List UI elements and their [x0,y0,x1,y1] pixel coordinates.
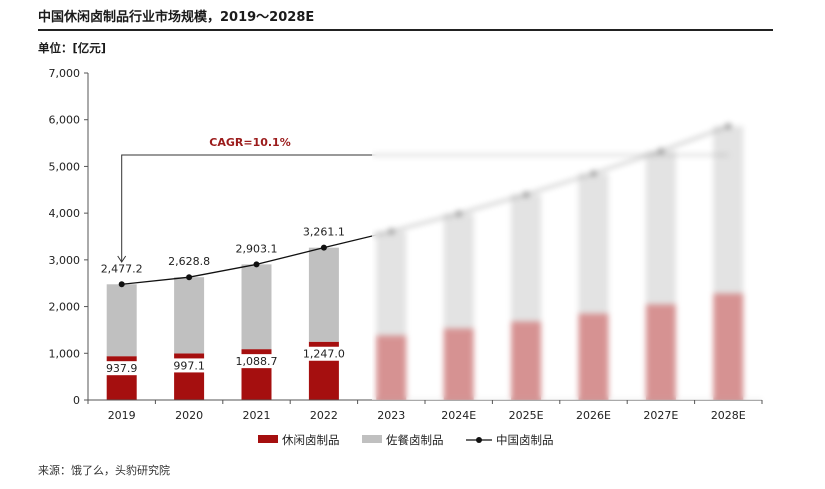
total-value-label: 2,903.1 [236,242,278,255]
bar-catering [308,247,339,342]
label-backdrop [97,361,146,376]
legend-swatch-leisure [258,435,278,443]
y-tick-label: 6,000 [49,114,81,127]
y-tick-label: 7,000 [49,67,81,80]
total-value-label: 3,261.1 [303,226,345,239]
x-axis: 2019 2020 2021 2022 2023 2024E 2025E 2026E 2027E… [87,399,763,422]
legend-label-leisure: 休闲卤制品 [282,433,340,447]
x-tick-label: 2020 [175,409,203,422]
x-tick-label: 2019 [108,409,136,422]
x-tick-label: 2023 [377,409,405,422]
x-tick-label: 2026E [576,409,611,422]
title-rule [38,29,773,31]
legend-label-total: 中国卤制品 [496,433,554,447]
x-tick-label: 2025E [509,409,544,422]
y-tick-label: 3,000 [49,254,81,267]
leisure-value-label: 1,088.7 [236,355,278,368]
y-axis: 0 1,000 2,000 3,000 4,000 5,000 6,000 7,000 [49,67,89,407]
total-point [118,281,125,288]
x-tick-label: 2027E [643,409,678,422]
cagr-arrowhead [117,255,127,263]
y-tick-label: 5,000 [49,160,81,173]
total-point [186,274,193,281]
leisure-value-label: 937.9 [106,362,138,375]
label-backdrop [165,358,214,373]
cagr-label: CAGR=10.1% [209,136,290,149]
legend: 休闲卤制品 佐餐卤制品 中国卤制品 [258,433,554,447]
bar-catering [241,264,272,350]
legend-swatch-catering [362,435,382,443]
total-point [320,244,327,251]
unit-label: 单位：[亿元] [38,41,107,55]
data-labels: 2,477.2 2,628.8 2,903.1 3,261.1 937.9 997.1 1,… [97,226,348,376]
total-value-label: 2,628.8 [168,255,210,268]
legend-marker-total [476,437,482,443]
x-tick-label: 2021 [243,409,271,422]
x-tick-label: 2028E [711,409,746,422]
y-tick-label: 0 [73,394,80,407]
y-tick-label: 4,000 [49,207,81,220]
leisure-value-label: 1,247.0 [303,348,345,361]
x-tick-label: 2024E [441,409,476,422]
y-tick-label: 2,000 [49,301,81,314]
legend-label-catering: 佐餐卤制品 [386,433,444,447]
total-point [253,261,260,268]
source-note: 来源：饿了么，头豹研究院 [38,464,170,477]
label-backdrop [299,346,348,361]
blurred-forecast-region [372,48,772,400]
bar-catering [174,277,205,354]
bar-catering [106,284,137,357]
y-tick-label: 1,000 [49,347,81,360]
chart-title: 中国休闲卤制品行业市场规模，2019～2028E [38,10,315,25]
x-tick-label: 2022 [310,409,338,422]
total-value-label: 2,477.2 [101,262,143,275]
leisure-value-label: 997.1 [173,359,205,372]
label-backdrop [232,354,281,369]
